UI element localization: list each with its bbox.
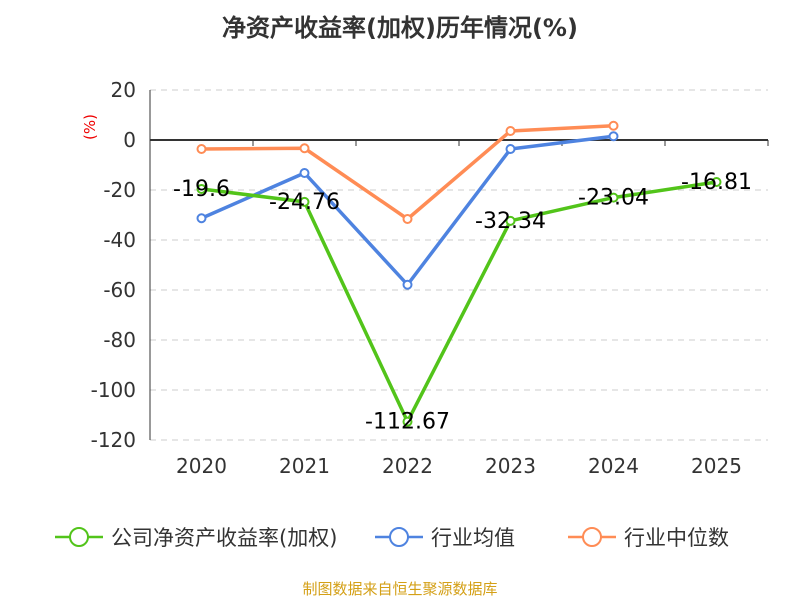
- data-point: [402, 279, 413, 290]
- x-tick-label: 2024: [588, 454, 639, 478]
- data-point: [505, 126, 516, 136]
- x-tick-label: 2025: [691, 454, 742, 478]
- data-point: [505, 144, 516, 154]
- data-label: -23.04: [578, 186, 649, 211]
- data-point: [711, 177, 722, 188]
- x-tick-label: 2023: [485, 454, 536, 478]
- data-point: [196, 184, 207, 194]
- data-label: -19.6: [173, 177, 230, 202]
- data-point: [299, 143, 310, 154]
- data-label: -16.81: [681, 170, 752, 195]
- y-tick-label: -100: [91, 378, 136, 402]
- legend-label: 行业均值: [431, 526, 515, 550]
- data-point: [505, 215, 516, 226]
- y-tick-label: -60: [103, 278, 136, 302]
- y-axis-label: (%): [81, 114, 99, 140]
- legend-label: 行业中位数: [624, 526, 729, 550]
- x-tick-label: 2021: [279, 454, 330, 478]
- legend-label: 公司净资产收益率(加权): [111, 526, 337, 550]
- legend-marker: [389, 527, 409, 547]
- data-point: [299, 196, 310, 207]
- data-point: [402, 416, 413, 427]
- source-note: 制图数据来自恒生聚源数据库: [302, 580, 498, 598]
- y-tick-label: 0: [123, 128, 136, 152]
- legend-marker: [582, 527, 602, 547]
- y-tick-label: 20: [111, 78, 136, 102]
- y-tick-label: -40: [103, 228, 136, 252]
- data-point: [196, 144, 207, 154]
- series-line-0: [201, 180, 717, 424]
- x-tick-label: 2022: [382, 454, 433, 478]
- legend-marker: [69, 527, 89, 547]
- data-label: -32.34: [475, 209, 546, 234]
- data-point: [608, 120, 619, 131]
- data-point: [608, 131, 619, 142]
- data-point: [196, 213, 207, 224]
- chart-title: 净资产收益率(加权)历年情况(%): [222, 14, 578, 42]
- data-label: -24.76: [269, 190, 340, 215]
- x-tick-label: 2020: [176, 454, 227, 478]
- y-tick-label: -20: [103, 178, 136, 202]
- data-point: [299, 168, 310, 178]
- y-tick-label: -120: [91, 428, 136, 452]
- data-point: [402, 214, 413, 224]
- data-label: -112.67: [365, 410, 450, 435]
- data-point: [608, 192, 619, 203]
- y-tick-label: -80: [103, 328, 136, 352]
